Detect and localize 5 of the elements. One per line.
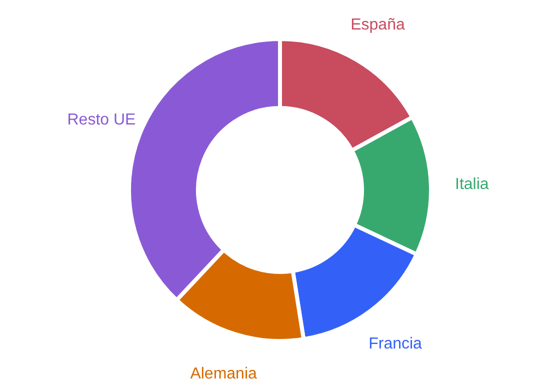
slice-label: Italia <box>455 176 489 193</box>
slice-label: España <box>350 16 405 34</box>
slice-label: Resto UE <box>67 111 136 128</box>
slice-label: Francia <box>368 336 422 353</box>
slice-label: Alemania <box>190 366 257 383</box>
